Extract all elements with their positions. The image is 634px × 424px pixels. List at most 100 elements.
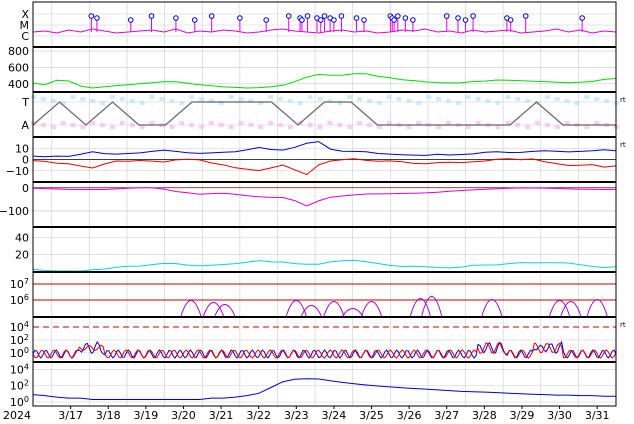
flare-marker-23 xyxy=(391,17,397,23)
speed-ytick-400: 400 xyxy=(8,78,29,91)
proton-ytick-1: 102 xyxy=(10,333,29,347)
xtick-label-3/17: 3/17 xyxy=(58,409,83,422)
sector-t-band-26 xyxy=(287,99,293,103)
flare-marker-11 xyxy=(299,17,305,23)
sector-a-band-34 xyxy=(366,123,372,127)
sector-t-band-36 xyxy=(386,95,392,99)
flare-marker-3 xyxy=(148,13,155,19)
sector-t-band-6 xyxy=(90,99,96,103)
sector-a-band-49 xyxy=(515,123,521,127)
neutron-ytick-0-exp: 4 xyxy=(24,362,29,371)
xtick-label-3/20: 3/20 xyxy=(171,409,196,422)
sector-a-band-39 xyxy=(416,121,422,125)
flare-marker-1 xyxy=(94,15,100,21)
panel-bg-5 xyxy=(33,227,616,272)
electron-burst-8 xyxy=(409,298,431,317)
xtick-label-3/26: 3/26 xyxy=(397,409,422,422)
sector-a-band-41 xyxy=(436,125,442,129)
panel-tag-0: rt xyxy=(620,96,626,104)
kp-ytick-40: 40 xyxy=(15,231,29,244)
sector-t-band-17 xyxy=(198,97,204,101)
sector-a-band-57 xyxy=(594,121,600,125)
sector-t-band-31 xyxy=(337,101,343,105)
flare-marker-25 xyxy=(402,15,409,21)
dst-ytick-0: 0 xyxy=(22,182,29,195)
electron-ytick-1e6: 106 xyxy=(10,293,29,307)
sector-a-band-42 xyxy=(446,121,452,125)
sector-t-band-1 xyxy=(40,97,46,101)
sector-t-band-16 xyxy=(189,95,195,99)
flare-marker-28 xyxy=(455,15,461,21)
sector-a-band-52 xyxy=(544,123,550,127)
sector-t-band-7 xyxy=(100,101,106,105)
sector-t-band-54 xyxy=(564,99,570,103)
neutron-ytick-2-exp: 0 xyxy=(24,395,29,404)
sector-t-band-10 xyxy=(129,99,135,103)
xtick-label-3/29: 3/29 xyxy=(510,409,535,422)
electron-ytick-1e7: 107 xyxy=(10,277,29,291)
electron-burst-13 xyxy=(586,299,608,317)
panel-bg-7 xyxy=(33,317,616,362)
flare-ytick-M: M xyxy=(20,19,30,32)
sector-t-band-19 xyxy=(218,101,224,105)
xtick-label-3/19: 3/19 xyxy=(133,409,158,422)
flare-marker-20 xyxy=(361,17,367,23)
flare-marker-8 xyxy=(263,17,270,23)
flare-marker-26 xyxy=(410,17,416,23)
sector-t-band-18 xyxy=(208,99,214,103)
panel-tag-1: rt xyxy=(620,141,626,149)
sector-a-band-20 xyxy=(228,125,234,129)
sector-a-band-5 xyxy=(80,125,86,129)
sector-t-band-9 xyxy=(119,97,125,101)
sector-a-band-25 xyxy=(278,123,284,127)
flare-marker-15 xyxy=(321,13,328,19)
sector-ytick-t: T xyxy=(21,96,29,109)
sector-a-band-15 xyxy=(179,121,185,125)
sector-t-band-34 xyxy=(366,99,372,103)
xtick-label-3/27: 3/27 xyxy=(434,409,459,422)
electron-burst-7 xyxy=(361,301,382,317)
sector-t-band-44 xyxy=(465,95,471,99)
sector-t-band-39 xyxy=(416,101,422,105)
sector-a-band-3 xyxy=(60,121,66,125)
sector-t-band-45 xyxy=(475,97,481,101)
flare-marker-6 xyxy=(208,13,215,19)
proton-ytick-2-exp: 0 xyxy=(24,346,29,355)
flare-marker-30 xyxy=(470,13,476,19)
sector-t-band-30 xyxy=(327,99,333,103)
flare-marker-27 xyxy=(443,13,450,19)
electron-burst-9 xyxy=(421,296,443,317)
sector-t-band-2 xyxy=(50,99,56,103)
sector-t-band-49 xyxy=(515,97,521,101)
neutron-ytick-2: 100 xyxy=(10,395,29,409)
imf-ytick-0: 10 xyxy=(15,142,29,155)
sector-a-band-22 xyxy=(248,123,254,127)
sector-t-band-37 xyxy=(396,97,402,101)
sector-t-band-12 xyxy=(149,95,155,99)
sector-a-band-24 xyxy=(268,121,274,125)
flare-marker-32 xyxy=(507,17,514,23)
sector-t-band-42 xyxy=(446,99,452,103)
dst-ytick-1: −100 xyxy=(0,205,29,218)
proton-series-0 xyxy=(32,340,617,359)
sector-t-band-50 xyxy=(525,99,531,103)
xtick-label-3/24: 3/24 xyxy=(322,409,347,422)
sector-a-band-30 xyxy=(327,121,333,125)
imf-ytick-1: 0 xyxy=(22,154,29,167)
flare-marker-5 xyxy=(191,17,198,23)
panel-bg-4 xyxy=(33,182,616,227)
sector-a-band-56 xyxy=(584,125,590,129)
electron-burst-1 xyxy=(203,302,224,317)
sector-a-band-44 xyxy=(465,125,471,129)
electron-burst-0 xyxy=(180,300,202,317)
electron-burst-3 xyxy=(285,300,307,317)
sector-t-band-20 xyxy=(228,95,234,99)
sector-a-band-47 xyxy=(495,125,501,129)
flare-marker-2 xyxy=(127,17,134,23)
sector-t-band-5 xyxy=(80,97,86,101)
sector-ytick-a: A xyxy=(21,119,29,132)
neutron-ytick-1: 102 xyxy=(10,379,29,393)
flare-marker-19 xyxy=(353,15,360,21)
xtick-label-3/22: 3/22 xyxy=(246,409,271,422)
speed-ytick-800: 800 xyxy=(8,45,29,58)
